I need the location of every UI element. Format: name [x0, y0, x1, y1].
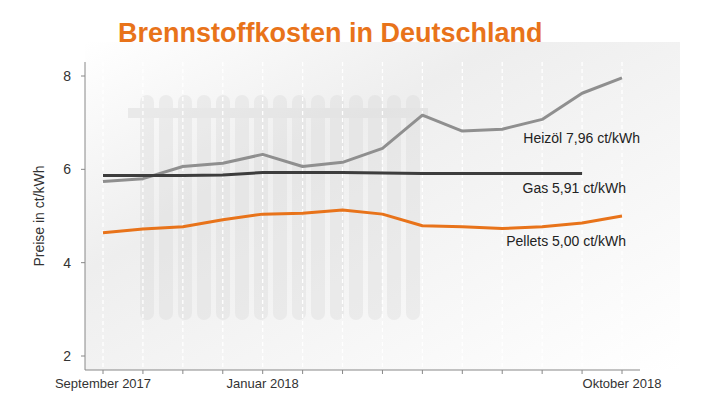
grid-line	[462, 62, 463, 370]
series-line	[103, 173, 582, 176]
radiator-fin	[197, 95, 211, 320]
x-tick-label: Oktober 2018	[583, 376, 662, 391]
grid-line	[502, 62, 503, 370]
grid-line	[581, 62, 582, 370]
x-tick	[222, 370, 223, 374]
radiator-fin	[178, 95, 192, 320]
radiator-fin	[254, 95, 268, 320]
x-tick	[542, 370, 543, 374]
y-tick	[81, 169, 85, 170]
plot-background	[85, 42, 680, 370]
grid-line	[382, 62, 383, 370]
radiator-fin	[368, 95, 382, 320]
grid-line	[542, 62, 543, 370]
radiator-fin	[387, 95, 401, 320]
grid-line	[262, 62, 263, 370]
series-label: Gas 5,91 ct/kWh	[523, 180, 626, 196]
x-tick	[182, 370, 183, 374]
x-tick	[382, 370, 383, 374]
radiator-fin	[292, 95, 306, 320]
y-tick	[81, 76, 85, 77]
x-tick	[622, 370, 623, 374]
y-tick-label: 4	[63, 255, 71, 271]
radiator-fin	[273, 95, 287, 320]
grid-line	[222, 62, 223, 370]
x-tick	[502, 370, 503, 374]
radiator-fin	[349, 95, 363, 320]
y-axis-line	[85, 62, 86, 370]
x-tick-label: Januar 2018	[227, 376, 299, 391]
y-tick-label: 8	[63, 68, 71, 84]
x-tick-label: September 2017	[55, 376, 151, 391]
y-tick	[81, 262, 85, 263]
x-tick	[142, 370, 143, 374]
background	[0, 0, 705, 399]
x-tick	[422, 370, 423, 374]
grid-line	[422, 62, 423, 370]
grid-line	[142, 62, 143, 370]
series-line	[103, 210, 622, 233]
x-tick	[582, 370, 583, 374]
grid-line	[182, 62, 183, 370]
y-tick-label: 2	[63, 348, 71, 364]
radiator-fin	[235, 95, 249, 320]
chart-title: Brennstoffkosten in Deutschland	[118, 18, 543, 48]
x-tick	[342, 370, 343, 374]
x-tick	[103, 370, 104, 374]
y-axis-label: Preise in ct/kWh	[31, 165, 47, 266]
x-tick	[462, 370, 463, 374]
grid-line	[302, 62, 303, 370]
series-label: Pellets 5,00 ct/kWh	[506, 233, 626, 249]
y-tick	[81, 356, 85, 357]
y-tick-label: 6	[63, 161, 71, 177]
radiator-fin	[311, 95, 325, 320]
chart-svg: Brennstoffkosten in Deutschland Preise in…	[0, 0, 705, 399]
series-label: Heizöl 7,96 ct/kWh	[523, 130, 640, 146]
x-tick	[302, 370, 303, 374]
radiator-fin	[159, 95, 173, 320]
grid-line	[102, 62, 103, 370]
series-group	[103, 78, 622, 233]
x-axis-line	[85, 370, 640, 371]
radiator-fin	[140, 95, 154, 320]
x-tick	[262, 370, 263, 374]
grid-line	[342, 62, 343, 370]
chart-root: Brennstoffkosten in Deutschland Preise in…	[0, 0, 705, 399]
